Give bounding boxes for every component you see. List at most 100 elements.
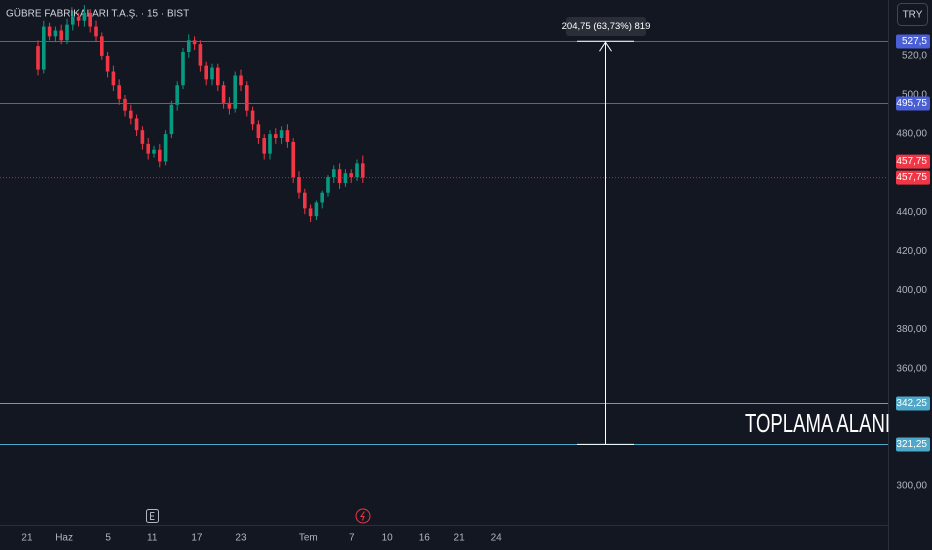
candle-body	[320, 192, 324, 203]
x-tick-label: 10	[382, 533, 394, 544]
y-tick-label: 400,00	[896, 285, 927, 296]
candle-body	[59, 30, 63, 41]
price-badge-label: 457,75	[896, 156, 927, 167]
candle-body	[302, 192, 307, 209]
y-tick-label: 480,00	[896, 129, 927, 140]
y-tick-label: 360,00	[896, 363, 927, 374]
annotation-text: TOPLAMA ALANI	[745, 408, 890, 438]
candle-body	[53, 30, 58, 37]
candle-body	[256, 124, 261, 138]
candle-body	[326, 177, 330, 193]
candle-body	[285, 130, 290, 142]
candle-body	[117, 85, 121, 99]
candle-body	[88, 12, 92, 27]
candle-body	[36, 46, 40, 70]
candle-body	[82, 12, 87, 21]
candle-body	[250, 110, 255, 125]
candle-body	[181, 51, 185, 86]
candle-body	[215, 67, 220, 86]
candle-body	[308, 208, 313, 217]
candle-body	[268, 134, 272, 154]
candle-body	[239, 75, 243, 86]
price-badge-label: 457,75	[896, 172, 927, 183]
candle-body	[244, 85, 249, 111]
y-tick-label: 500,0	[902, 90, 927, 101]
y-tick-label: 300,00	[896, 481, 927, 492]
candle-body	[262, 137, 266, 154]
x-tick-label: Tem	[299, 533, 318, 544]
candle-body	[221, 85, 226, 103]
candle-body	[175, 85, 179, 105]
y-tick-label: 440,00	[896, 207, 927, 218]
earnings-icon[interactable]	[146, 509, 159, 523]
x-tick-label: 5	[105, 533, 111, 544]
candle-body	[111, 71, 116, 86]
x-tick-label: Haz	[55, 533, 73, 544]
y-tick-label: 380,00	[896, 324, 927, 335]
x-tick-label: 24	[491, 533, 503, 544]
candle-body	[128, 110, 133, 119]
candle-body	[157, 149, 162, 162]
x-tick-label: 16	[419, 533, 431, 544]
x-tick-label: 23	[235, 533, 247, 544]
price-badge-label: 321,25	[896, 439, 927, 450]
candle-body	[186, 40, 191, 52]
x-tick-label: 17	[191, 533, 203, 544]
candle-body	[279, 130, 284, 138]
price-badge-label: 495,75	[896, 98, 927, 109]
x-tick-label: 7	[349, 533, 355, 544]
measure-label: 204,75 (63,73%) 819	[562, 21, 651, 32]
y-tick-label: 420,00	[896, 246, 927, 257]
candle-body	[140, 130, 145, 144]
currency-button[interactable]	[897, 3, 928, 26]
candle-body	[227, 102, 232, 109]
icon-glyph	[360, 511, 365, 521]
y-tick-label: 520,0	[902, 51, 927, 62]
candle-body	[99, 36, 104, 56]
candle-body	[337, 169, 342, 183]
x-tick-label: 11	[147, 533, 158, 544]
candle-body	[314, 202, 319, 217]
icon-circle	[355, 508, 371, 524]
candle-body	[349, 173, 353, 178]
candle-body	[76, 16, 81, 21]
candle-body	[210, 67, 214, 80]
candle-body	[297, 177, 301, 193]
icon-glyph	[150, 512, 155, 520]
candle-body	[41, 26, 46, 70]
candle-body	[204, 65, 208, 80]
price-badge	[896, 96, 930, 111]
candle-body	[105, 55, 110, 72]
candle-body	[169, 104, 174, 135]
candle-body	[163, 134, 168, 162]
candle-body	[233, 75, 237, 109]
price-badge	[896, 437, 930, 452]
candle-body	[360, 163, 365, 178]
candle-body	[134, 118, 139, 131]
candle-body	[291, 141, 295, 178]
price-badge	[896, 170, 930, 185]
measure-arrowhead	[599, 41, 612, 52]
candle-body	[192, 40, 197, 45]
x-tick-label: 21	[21, 533, 33, 544]
currency-label[interactable]: TRY	[903, 10, 923, 21]
candle-body	[65, 24, 69, 41]
candle-body	[331, 169, 336, 178]
price-badge	[896, 396, 930, 411]
event-icon[interactable]	[355, 508, 371, 524]
candle-body	[152, 149, 156, 154]
candle-body	[47, 26, 52, 37]
price-badge-label: 527,5	[902, 36, 927, 47]
candle-body	[146, 143, 150, 154]
chart-title: GÜBRE FABRİKALARI T.A.Ş. · 15 · BIST	[6, 7, 189, 20]
candle-body	[94, 26, 98, 37]
price-badge	[896, 154, 930, 169]
candle-body	[123, 98, 127, 111]
price-badge	[896, 34, 930, 49]
measure-label-box	[566, 17, 646, 36]
candle-body	[355, 163, 359, 178]
icon-box	[146, 509, 159, 523]
candle-body	[198, 44, 203, 66]
